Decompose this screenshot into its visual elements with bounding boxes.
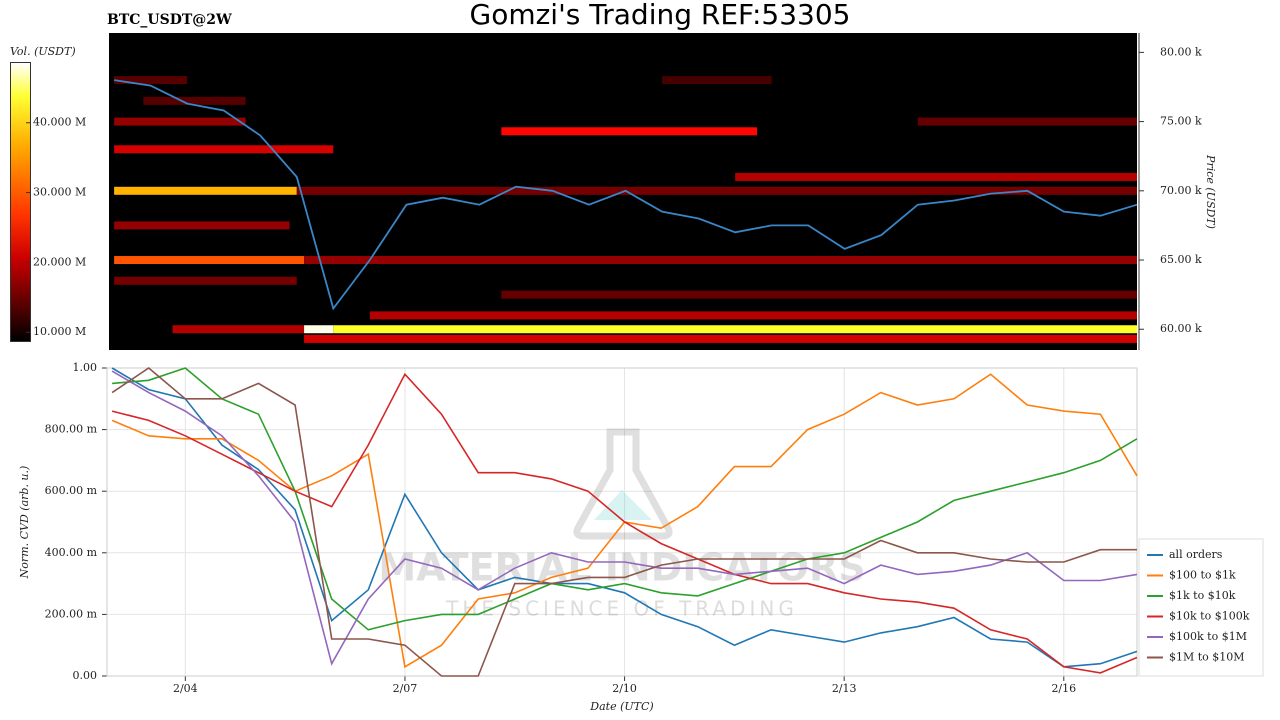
y-axis-label: Norm. CVD (arb. u.) bbox=[18, 466, 31, 580]
x-tick-label: 2/13 bbox=[832, 682, 857, 695]
legend-label: all orders bbox=[1169, 548, 1223, 561]
liquidity-band bbox=[333, 325, 1137, 334]
liquidity-band bbox=[917, 117, 1137, 126]
legend: all orders $100 to $1k $1k to $10k $10k to … bbox=[1138, 538, 1264, 677]
x-tick-label: 2/04 bbox=[173, 682, 198, 695]
legend-label: $100 to $1k bbox=[1169, 569, 1236, 582]
liquidity-band bbox=[114, 256, 305, 265]
x-tick-label: 2/07 bbox=[393, 682, 418, 695]
liquidity-band bbox=[662, 76, 772, 85]
liquidity-band bbox=[369, 311, 1137, 320]
liquidity-band bbox=[304, 334, 1138, 343]
x-axis-label: Date (UTC) bbox=[589, 700, 653, 713]
liquidity-band bbox=[114, 276, 297, 285]
cvd-line bbox=[111, 372, 1138, 674]
cvd-line bbox=[111, 370, 1138, 666]
liquidity-band bbox=[304, 256, 1138, 265]
liquidity-band bbox=[501, 127, 758, 136]
y-tick-label: 70.00 k bbox=[1160, 184, 1202, 197]
cvd-line bbox=[112, 367, 1138, 631]
legend-box bbox=[1138, 538, 1264, 677]
x-tick-label: 2/10 bbox=[612, 682, 637, 695]
liquidity-band bbox=[114, 186, 297, 195]
liquidity-band bbox=[114, 221, 290, 230]
watermark-text: THE SCIENCE OF TRADING bbox=[445, 597, 798, 621]
y-tick-label: 1.00 bbox=[73, 361, 98, 374]
liquidity-band bbox=[501, 290, 1137, 299]
cvd-line bbox=[111, 367, 1138, 668]
colorbar bbox=[10, 62, 31, 342]
liquidity-band bbox=[172, 325, 305, 334]
y-tick-label: 65.00 k bbox=[1160, 253, 1202, 266]
plot-frame bbox=[106, 367, 1138, 677]
y-tick-label: 0.00 bbox=[73, 669, 98, 682]
liquidity-band bbox=[114, 145, 334, 154]
y-tick-label: 80.00 k bbox=[1160, 45, 1202, 58]
liquidity-band bbox=[143, 96, 246, 105]
y-tick-label: 75.00 k bbox=[1160, 115, 1202, 128]
chart-title: Gomzi's Trading REF:53305 bbox=[470, 0, 851, 31]
y-tick-label: 60.00 k bbox=[1160, 322, 1202, 335]
y-tick-label: 600.00 m bbox=[45, 484, 98, 497]
colorbar-tick-label: 30.000 M bbox=[33, 186, 86, 199]
plot-area bbox=[107, 368, 1137, 676]
legend-label: $1M to $10M bbox=[1169, 651, 1245, 664]
watermark-icon bbox=[573, 428, 673, 540]
colorbar-tick-label: 20.000 M bbox=[33, 255, 86, 268]
liquidity-band bbox=[114, 117, 246, 126]
price-line bbox=[113, 79, 1138, 311]
colorbar-label: Vol. (USDT) bbox=[10, 45, 76, 58]
legend-label: $100k to $1M bbox=[1169, 630, 1247, 643]
chart-subtitle: BTC_USDT@2W bbox=[107, 12, 232, 28]
liquidity-band bbox=[304, 325, 334, 334]
liquidity-band bbox=[296, 186, 1137, 195]
legend-label: $1k to $10k bbox=[1169, 589, 1236, 602]
colorbar-tick-label: 10.000 M bbox=[33, 325, 86, 338]
y-tick-label: 200.00 m bbox=[45, 607, 98, 620]
liquidity-band bbox=[735, 172, 1137, 181]
legend-label: $10k to $100k bbox=[1169, 610, 1250, 623]
colorbar-tick-label: 40.000 M bbox=[33, 116, 86, 129]
liquidity-band bbox=[114, 76, 188, 85]
y-axis-label: Price (USDT) bbox=[1204, 154, 1217, 229]
y-tick-label: 400.00 m bbox=[45, 546, 98, 559]
cvd-line bbox=[111, 366, 1137, 677]
y-tick-label: 800.00 m bbox=[45, 423, 98, 436]
x-tick-label: 2/16 bbox=[1051, 682, 1076, 695]
